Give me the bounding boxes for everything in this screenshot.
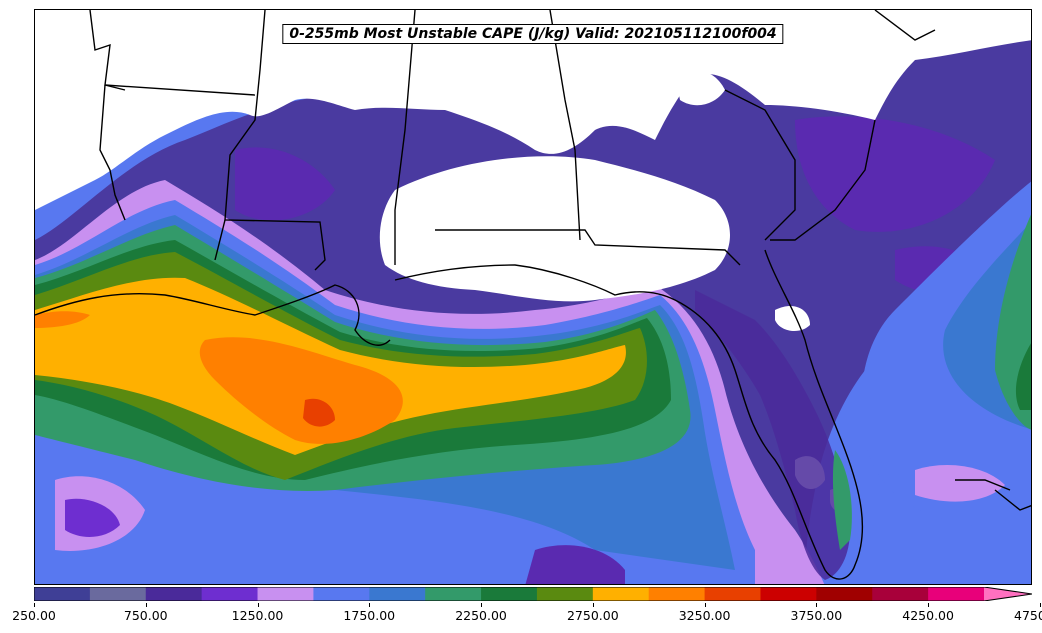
- map-panel: 0-255mb Most Unstable CAPE (J/kg) Valid:…: [34, 9, 1032, 585]
- colorbar-tick: [145, 603, 147, 607]
- colorbar-segment: [145, 587, 203, 601]
- colorbar-tick-label: 250.00: [12, 608, 56, 623]
- colorbar-segment: [481, 587, 538, 601]
- colorbar-segment: [34, 587, 91, 601]
- colorbar-tick: [34, 603, 35, 607]
- colorbar-tick: [481, 603, 483, 607]
- colorbar-tick-label: 4750.00: [1014, 608, 1042, 623]
- cape-map: [35, 10, 1031, 584]
- colorbar-extend-arrow: [984, 587, 1032, 601]
- colorbar-segment: [536, 587, 594, 601]
- colorbar-tick: [704, 603, 706, 607]
- colorbar-segment: [592, 587, 650, 601]
- colorbar-segment: [201, 587, 259, 601]
- colorbar-tick-label: 1750.00: [343, 608, 396, 623]
- colorbar-tick: [816, 603, 818, 607]
- colorbar-segment: [425, 587, 482, 601]
- colorbar-tick-label: 3250.00: [678, 608, 731, 623]
- colorbar-segment: [928, 587, 985, 601]
- colorbar-segment: [872, 587, 929, 601]
- colorbar-tick: [928, 603, 930, 607]
- colorbar-tick: [592, 603, 594, 607]
- colorbar: [34, 587, 1032, 601]
- colorbar-tick-label: 1250.00: [231, 608, 284, 623]
- colorbar-tick: [257, 603, 259, 607]
- colorbar-tick: [1039, 603, 1041, 607]
- colorbar-segment: [313, 587, 370, 601]
- colorbar-tick-labels: 250.00 750.00 1250.00 1750.00 2250.00 2750.00…: [0, 603, 1042, 629]
- colorbar-tick-label: 3750.00: [790, 608, 843, 623]
- colorbar-segment: [89, 587, 147, 601]
- colorbar-segment: [760, 587, 817, 601]
- colorbar-tick-label: 750.00: [123, 608, 168, 623]
- colorbar-segment: [648, 587, 706, 601]
- colorbar-segment: [369, 587, 426, 601]
- colorbar-segment: [816, 587, 873, 601]
- colorbar-outline: [34, 587, 1032, 601]
- map-title: 0-255mb Most Unstable CAPE (J/kg) Valid:…: [282, 24, 784, 44]
- colorbar-tick-label: 2250.00: [455, 608, 507, 623]
- colorbar-tick: [369, 603, 371, 607]
- colorbar-tick-label: 4250.00: [902, 608, 954, 623]
- colorbar-segment: [257, 587, 314, 601]
- colorbar-tick-label: 2750.00: [566, 608, 619, 623]
- colorbar-segment: [704, 587, 761, 601]
